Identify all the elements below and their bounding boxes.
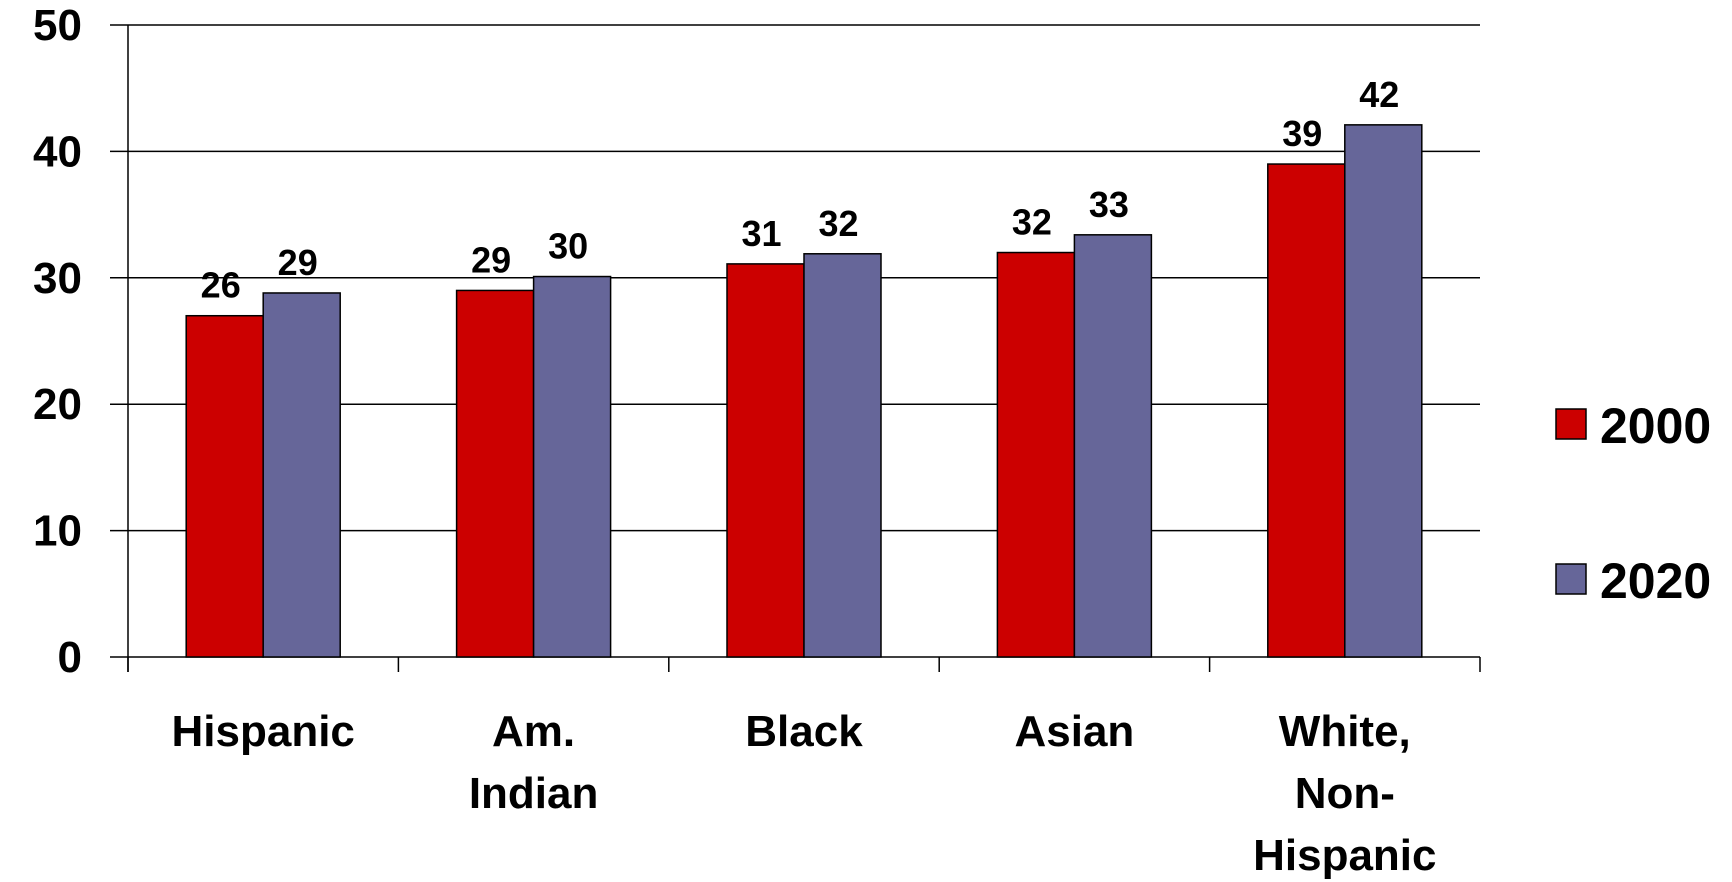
- x-category-label: Indian: [469, 769, 599, 818]
- data-label: 29: [278, 242, 318, 283]
- bar-2000: [726, 263, 805, 658]
- x-category-label: Non-: [1295, 769, 1395, 818]
- y-tick-label: 50: [33, 1, 82, 50]
- bar-2020: [1344, 124, 1423, 658]
- x-category-label: White,: [1279, 707, 1411, 756]
- bar-2000: [996, 251, 1076, 658]
- y-tick-label: 30: [33, 254, 82, 303]
- legend-swatch-2000: [1555, 408, 1587, 440]
- bar-2020: [1073, 234, 1153, 658]
- x-category-label: Black: [745, 707, 863, 756]
- y-tick-label: 40: [33, 127, 82, 176]
- legend-label: 2020: [1600, 553, 1711, 609]
- bar-2000: [455, 289, 535, 658]
- x-category-label: Asian: [1014, 707, 1134, 756]
- data-label: 39: [1282, 113, 1322, 154]
- y-tick-label: 10: [33, 507, 82, 556]
- data-label: 29: [471, 239, 511, 280]
- bar-2020: [262, 292, 341, 658]
- data-label: 33: [1089, 184, 1129, 225]
- bar-2000: [1267, 163, 1346, 658]
- x-category-label: Hispanic: [172, 707, 355, 756]
- x-category-label: Hispanic: [1253, 831, 1436, 880]
- legend-label: 2000: [1600, 398, 1711, 454]
- y-tick-label: 20: [33, 380, 82, 429]
- data-label: 42: [1359, 74, 1399, 115]
- bar-2000: [185, 314, 264, 658]
- data-label: 31: [741, 213, 781, 254]
- bar-2020: [803, 253, 882, 658]
- x-category-label: Am.: [492, 707, 575, 756]
- data-label: 26: [201, 265, 241, 306]
- data-label: 32: [818, 203, 858, 244]
- data-label: 32: [1012, 202, 1052, 243]
- y-tick-label: 0: [58, 633, 82, 682]
- legend-swatch-2020: [1555, 563, 1587, 595]
- bar-2020: [532, 275, 612, 658]
- data-label: 30: [548, 226, 588, 267]
